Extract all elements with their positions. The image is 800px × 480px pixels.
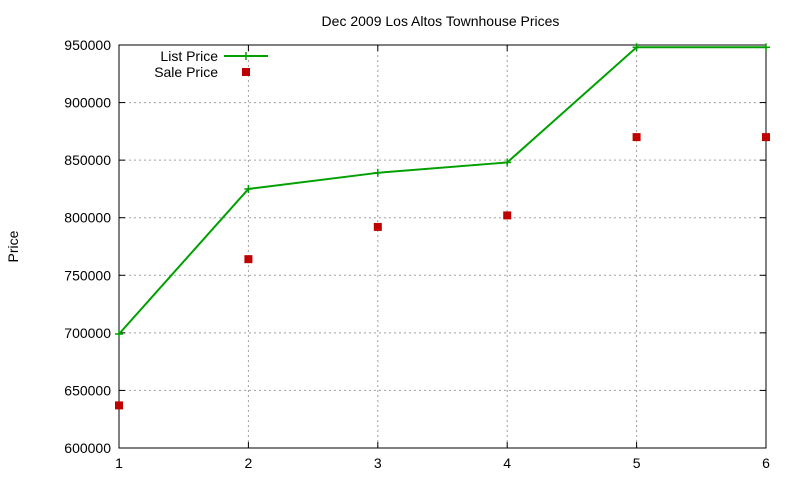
x-tick-label: 5 [633,455,641,471]
y-tick-label: 750000 [64,267,111,283]
y-tick-label: 600000 [64,440,111,456]
legend-label: Sale Price [154,64,218,80]
data-point-square [244,255,253,264]
chart-title: Dec 2009 Los Altos Townhouse Prices [322,13,560,29]
plot-frame [118,44,767,449]
y-axis-title: Price [5,230,21,262]
data-point-cross [115,330,123,339]
series-1 [115,133,770,410]
y-tick-label: 650000 [64,382,111,398]
x-tick-label: 2 [245,455,253,471]
legend-item: List Price [160,48,268,64]
data-point-square [632,133,641,142]
data-point-cross [373,168,382,177]
data-point-square [115,401,123,410]
data-point-cross [632,43,641,52]
legend-item: Sale Price [154,64,250,80]
y-tick-label: 950000 [64,37,111,53]
data-point-square [373,222,382,231]
x-tick-label: 6 [762,455,770,471]
y-tick-label: 850000 [64,152,111,168]
y-tick-label: 700000 [64,325,111,341]
legend-swatch-square [242,68,250,76]
grid-lines [119,45,766,448]
data-point-cross [503,158,512,167]
data-point-cross [244,184,253,193]
series-layer [115,43,770,410]
data-point-cross [762,43,770,52]
series-line [118,46,766,335]
x-tick-label: 1 [115,455,123,471]
legend-label: List Price [160,48,218,64]
data-point-square [762,133,770,142]
x-tick-label: 4 [503,455,511,471]
axis-ticks: 600000 650000 700000 750000 800000 850000 9000… [64,37,770,471]
series-0 [115,43,770,339]
y-tick-label: 800000 [64,210,111,226]
x-tick-label: 3 [374,455,382,471]
data-point-square [503,211,512,220]
y-tick-label: 900000 [64,95,111,111]
